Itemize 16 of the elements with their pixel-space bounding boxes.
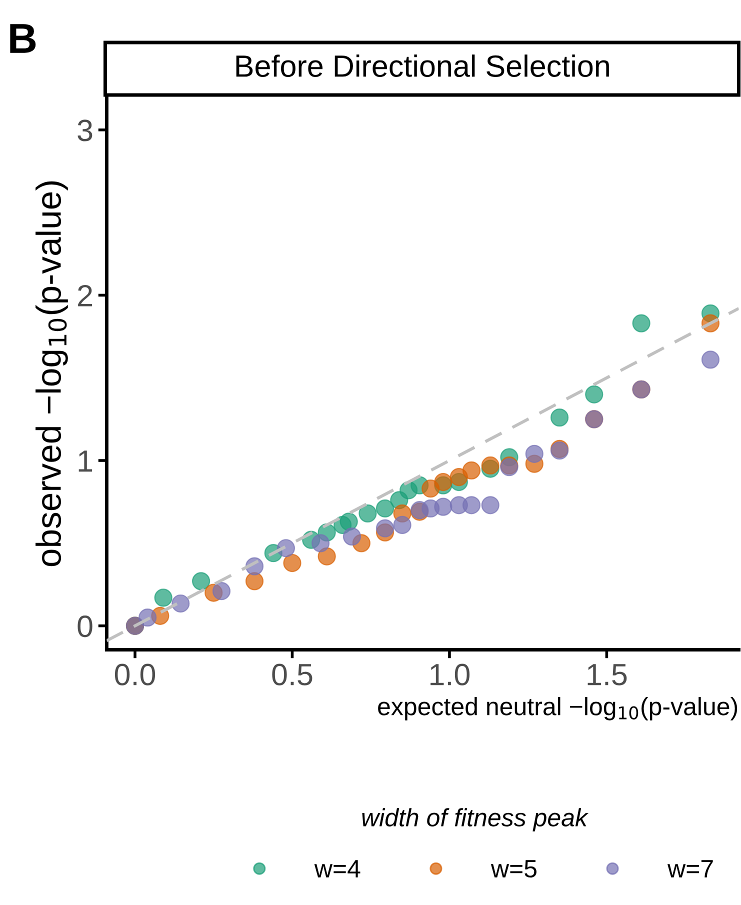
x-tick-label: 1.5: [588, 664, 627, 686]
x-tick-label: 1.0: [430, 664, 470, 686]
y-tick-label: 3: [78, 120, 92, 142]
legend-label: w=7: [667, 860, 713, 878]
y-tick-label: 1: [78, 450, 92, 472]
x-tick-label: 0.5: [272, 664, 312, 686]
legend-label: w=5: [490, 860, 536, 878]
legend-title: width of fitness peak: [362, 808, 589, 832]
x-tick-label: 0.0: [114, 664, 156, 686]
y-tick-label: 0: [78, 616, 92, 638]
y-axis-title: observed −log$_{10}$(p-value): [36, 181, 68, 566]
text: B: [10, 24, 36, 53]
y-tick-label: 2: [78, 284, 92, 306]
legend-label: w=4: [314, 860, 360, 878]
chart-title: Before Directional Selection: [236, 54, 609, 77]
x-axis-title: expected neutral −log$_{10}$(p-value): [378, 697, 738, 720]
